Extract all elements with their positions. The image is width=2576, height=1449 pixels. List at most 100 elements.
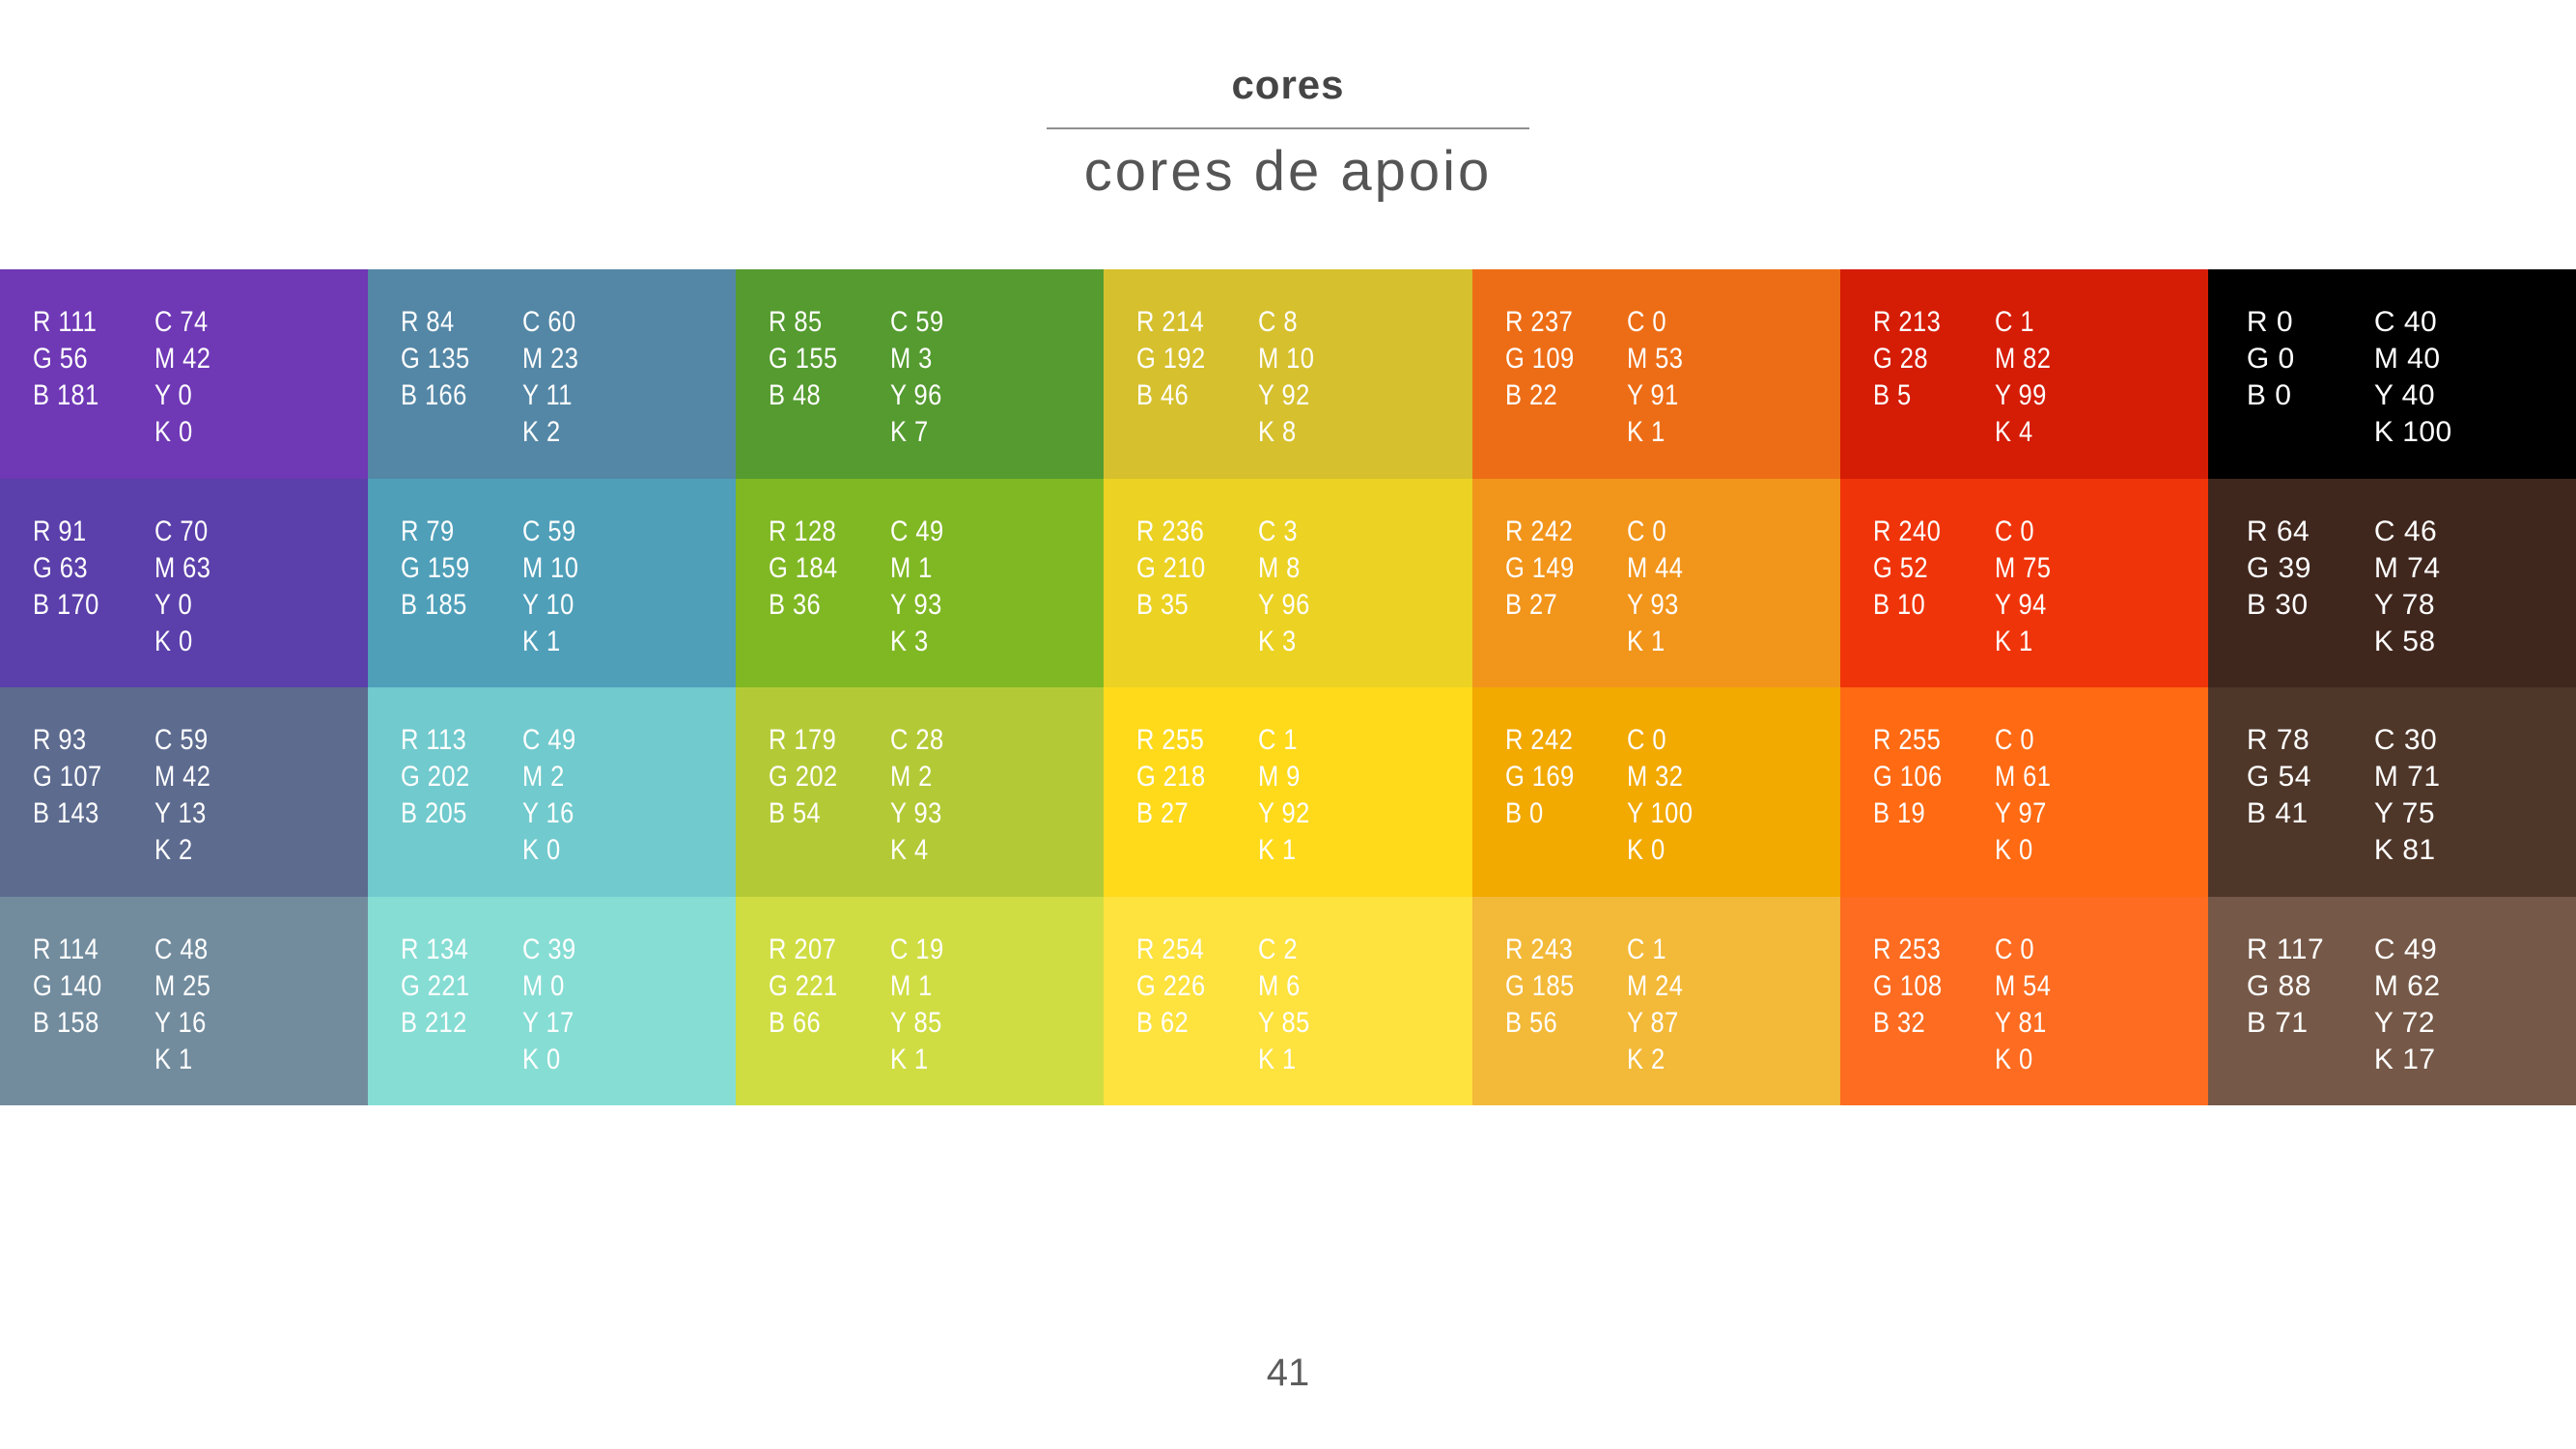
rgb-values: R 78 G 54 B 41 xyxy=(2247,722,2311,832)
color-swatch: R 134 G 221 B 212 C 39 M 0 Y 17 K 0 xyxy=(368,896,737,1105)
rgb-values-line: G 63 xyxy=(33,551,88,584)
rgb-values-line: G 221 xyxy=(401,969,470,1002)
cmyk-values-line: M 54 xyxy=(1994,969,2052,1002)
color-swatch: R 255 G 106 B 19 C 0 M 61 Y 97 K 0 xyxy=(1839,687,2208,897)
cmyk-values-line: M 6 xyxy=(1258,969,1302,1002)
page-number: 41 xyxy=(1266,1351,1310,1394)
cmyk-values-line: K 3 xyxy=(1258,625,1297,657)
cmyk-values-line: M 63 xyxy=(154,551,211,584)
cmyk-values-line: M 0 xyxy=(522,969,565,1002)
rgb-values-line: R 84 xyxy=(401,306,455,338)
color-swatch: R 243 G 185 B 56 C 1 M 24 Y 87 K 2 xyxy=(1471,896,1840,1105)
cmyk-values-line: C 40 xyxy=(2373,306,2438,338)
cmyk-values-line: C 0 xyxy=(1626,306,1666,338)
cmyk-values-line: K 0 xyxy=(522,834,561,866)
rgb-values: R 85 G 155 B 48 xyxy=(769,304,838,414)
rgb-values-line: B 212 xyxy=(401,1006,467,1039)
cmyk-values-line: Y 16 xyxy=(522,797,574,829)
rgb-values-line: G 210 xyxy=(1136,551,1207,584)
cmyk-values: C 70 M 63 Y 0 K 0 xyxy=(154,514,210,660)
cmyk-values-line: Y 78 xyxy=(2373,588,2436,621)
rgb-values-line: G 107 xyxy=(33,761,102,793)
cmyk-values-line: K 7 xyxy=(890,416,929,448)
cmyk-values-line: K 8 xyxy=(1258,416,1297,448)
rgb-values-line: R 207 xyxy=(769,933,837,965)
cmyk-values-line: C 39 xyxy=(522,933,576,965)
rgb-values-line: G 108 xyxy=(1872,969,1943,1002)
rgb-values-line: B 46 xyxy=(1136,379,1190,411)
cmyk-values: C 49 M 2 Y 16 K 0 xyxy=(522,722,576,869)
cmyk-values-line: C 46 xyxy=(2373,515,2438,547)
rgb-values-line: R 214 xyxy=(1136,306,1205,338)
cmyk-values-line: Y 92 xyxy=(1258,797,1311,829)
cmyk-values-line: C 3 xyxy=(1258,515,1299,547)
rgb-values: R 0 G 0 B 0 xyxy=(2247,304,2295,414)
cmyk-values-line: M 42 xyxy=(154,761,211,793)
rgb-values-line: B 0 xyxy=(2246,379,2292,411)
color-swatch: R 242 G 169 B 0 C 0 M 32 Y 100 K 0 xyxy=(1471,687,1840,897)
rgb-values-line: B 56 xyxy=(1504,1006,1557,1039)
cmyk-values-line: Y 10 xyxy=(522,588,574,621)
rgb-values-line: R 253 xyxy=(1872,933,1941,965)
rgb-values: R 255 G 106 B 19 xyxy=(1873,722,1943,832)
rgb-values-line: G 88 xyxy=(2246,969,2311,1002)
cmyk-values: C 0 M 75 Y 94 K 1 xyxy=(1995,514,2051,660)
cmyk-values: C 48 M 25 Y 16 K 1 xyxy=(154,932,210,1078)
color-swatch: R 128 G 184 B 36 C 49 M 1 Y 93 K 3 xyxy=(736,478,1105,687)
rgb-values-line: B 32 xyxy=(1872,1006,1925,1039)
cmyk-values-line: C 49 xyxy=(522,724,576,756)
cmyk-values: C 49 M 1 Y 93 K 3 xyxy=(890,514,944,660)
cmyk-values-line: M 62 xyxy=(2373,969,2441,1002)
rgb-values-line: G 56 xyxy=(33,343,88,375)
color-swatch: R 78 G 54 B 41 C 30 M 71 Y 75 K 81 xyxy=(2207,687,2576,897)
color-swatch: R 236 G 210 B 35 C 3 M 8 Y 96 K 3 xyxy=(1104,478,1472,687)
rgb-values-line: G 106 xyxy=(1872,761,1943,793)
cmyk-values: C 59 M 10 Y 10 K 1 xyxy=(522,514,578,660)
rgb-values: R 242 G 149 B 27 xyxy=(1505,514,1575,624)
rgb-values-line: G 169 xyxy=(1504,761,1575,793)
rgb-values-line: B 48 xyxy=(769,379,822,411)
cmyk-values-line: K 1 xyxy=(1258,834,1297,866)
cmyk-values: C 8 M 10 Y 92 K 8 xyxy=(1258,304,1314,451)
cmyk-values-line: M 3 xyxy=(890,343,934,375)
rgb-values-line: G 52 xyxy=(1872,551,1928,584)
cmyk-values-line: Y 0 xyxy=(154,379,193,411)
rgb-values: R 128 G 184 B 36 xyxy=(769,514,838,624)
cmyk-values-line: Y 72 xyxy=(2373,1006,2436,1039)
rgb-values-line: R 114 xyxy=(33,933,99,965)
cmyk-values-line: K 1 xyxy=(1626,625,1666,657)
rgb-values-line: G 54 xyxy=(2246,761,2311,793)
cmyk-values: C 0 M 44 Y 93 K 1 xyxy=(1627,514,1683,660)
cmyk-values: C 1 M 9 Y 92 K 1 xyxy=(1258,722,1310,869)
page-title: cores xyxy=(1231,62,1345,107)
color-swatch: R 207 G 221 B 66 C 19 M 1 Y 85 K 1 xyxy=(736,896,1105,1105)
color-swatch: R 64 G 39 B 30 C 46 M 74 Y 78 K 58 xyxy=(2207,478,2576,687)
rgb-values-line: G 0 xyxy=(2246,343,2295,375)
rgb-values: R 79 G 159 B 185 xyxy=(401,514,470,624)
cmyk-values-line: M 10 xyxy=(1258,343,1315,375)
cmyk-values-line: Y 93 xyxy=(890,797,942,829)
rgb-values-line: B 30 xyxy=(2246,588,2309,621)
cmyk-values-line: K 2 xyxy=(1626,1043,1666,1075)
cmyk-values-line: Y 97 xyxy=(1994,797,2047,829)
cmyk-values-line: Y 85 xyxy=(890,1006,942,1039)
color-swatch: R 85 G 155 B 48 C 59 M 3 Y 96 K 7 xyxy=(736,269,1105,479)
rgb-values: R 255 G 218 B 27 xyxy=(1136,722,1206,832)
rgb-values-line: R 237 xyxy=(1504,306,1573,338)
color-swatch: R 114 G 140 B 158 C 48 M 25 Y 16 K 1 xyxy=(0,896,369,1105)
rgb-values-line: B 35 xyxy=(1136,588,1190,621)
rgb-values-line: R 91 xyxy=(33,515,87,547)
cmyk-values-line: M 61 xyxy=(1994,761,2052,793)
rgb-values-line: R 113 xyxy=(401,724,467,756)
cmyk-values-line: M 8 xyxy=(1258,551,1302,584)
cmyk-values-line: K 1 xyxy=(1258,1043,1297,1075)
cmyk-values: C 30 M 71 Y 75 K 81 xyxy=(2374,722,2441,869)
cmyk-values-line: Y 93 xyxy=(1626,588,1679,621)
rgb-values: R 213 G 28 B 5 xyxy=(1873,304,1941,414)
rgb-values-line: R 242 xyxy=(1504,515,1573,547)
color-swatch: R 255 G 218 B 27 C 1 M 9 Y 92 K 1 xyxy=(1104,687,1472,897)
color-swatch: R 253 G 108 B 32 C 0 M 54 Y 81 K 0 xyxy=(1839,896,2208,1105)
cmyk-values-line: Y 75 xyxy=(2373,797,2436,829)
cmyk-values-line: Y 0 xyxy=(154,588,193,621)
cmyk-values: C 0 M 54 Y 81 K 0 xyxy=(1995,932,2051,1078)
